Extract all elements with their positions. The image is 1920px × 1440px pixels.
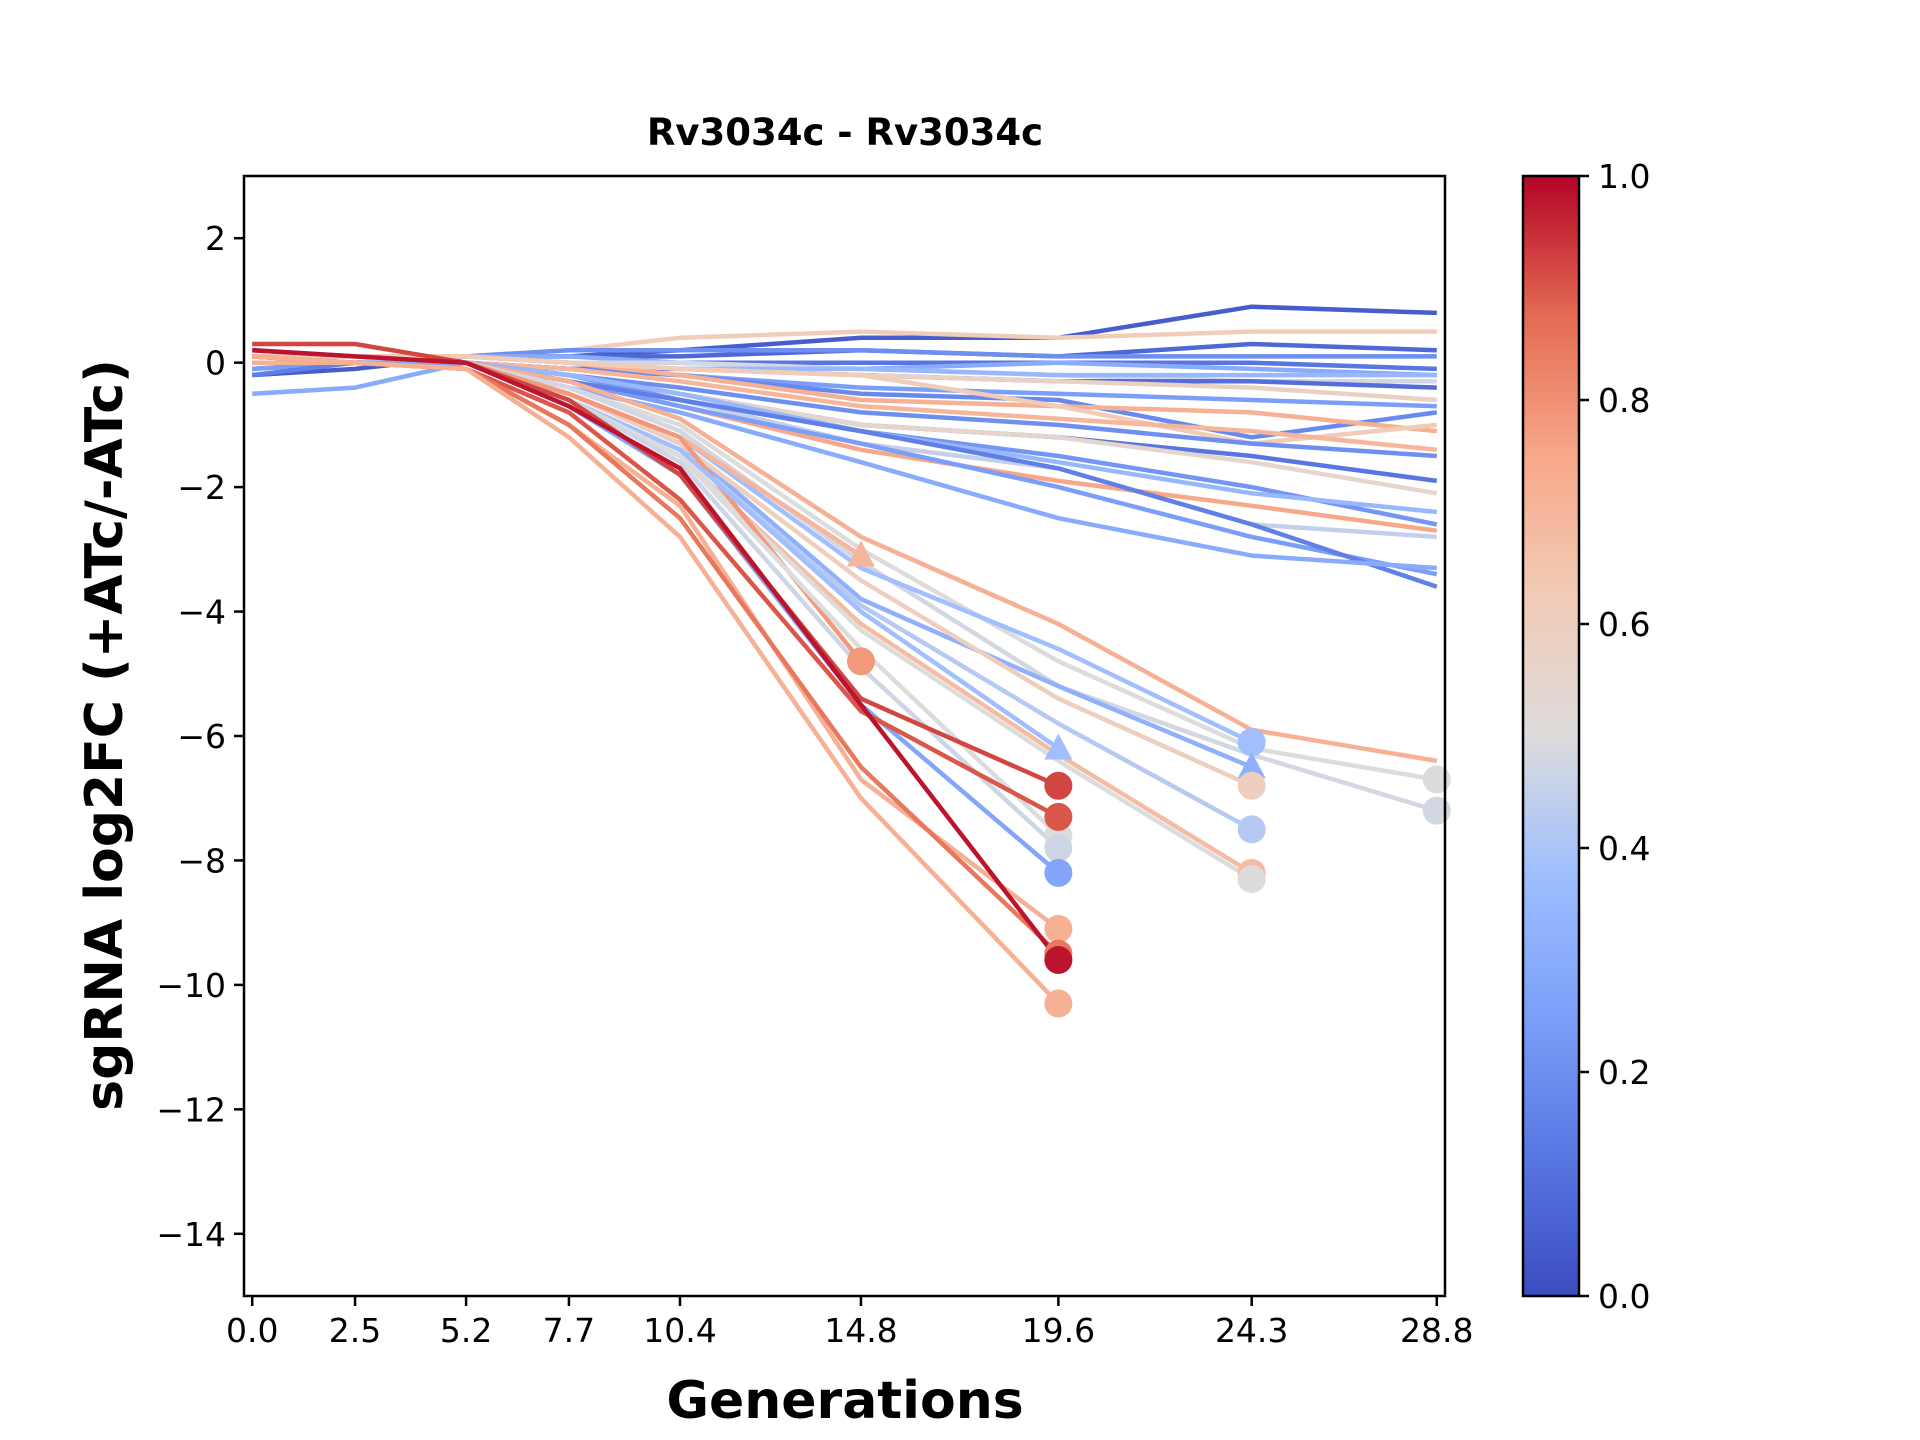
series-line <box>252 360 1437 571</box>
y-tick-label: −2 <box>177 468 226 507</box>
x-axis-label: Generations <box>666 1371 1023 1431</box>
colorbar-axis: 0.0 0.2 0.4 0.6 0.8 1.0 <box>1579 157 1650 1316</box>
endpoint-marker <box>1237 865 1266 894</box>
endpoint-marker <box>1044 946 1073 974</box>
y-tick-label: 0 <box>205 344 226 383</box>
endpoint-marker <box>846 540 875 567</box>
x-tick-label: 0.0 <box>226 1311 278 1350</box>
colorbar-tick-label: 0.8 <box>1598 381 1650 420</box>
plot-area <box>251 304 1438 1006</box>
x-tick-label: 19.6 <box>1022 1311 1095 1350</box>
x-tick-label: 14.8 <box>824 1311 897 1350</box>
y-axis-label: sgRNA log2FC (+ATc/-ATc) <box>75 359 135 1111</box>
x-tick-label: 24.3 <box>1215 1311 1288 1350</box>
endpoint-marker <box>1237 752 1266 779</box>
endpoint-marker <box>1237 815 1266 844</box>
y-tick-label: −14 <box>156 1215 226 1254</box>
y-tick-label: −6 <box>177 717 226 756</box>
x-tick-label: 5.2 <box>440 1311 492 1350</box>
colorbar-tick-label: 1.0 <box>1598 157 1650 196</box>
colorbar-tick-label: 0.4 <box>1598 829 1650 868</box>
x-tick-label: 28.8 <box>1400 1311 1473 1350</box>
endpoint-marker <box>1044 858 1073 887</box>
y-tick-label: −8 <box>177 841 226 880</box>
endpoint-marker <box>1044 914 1073 943</box>
y-axis: 2 0 −2 −4 −6 −8 −10 −12 −14 <box>156 219 244 1254</box>
endpoint-marker <box>1237 728 1266 757</box>
endpoint-marker <box>1044 733 1073 760</box>
endpoint-marker <box>1044 771 1073 800</box>
endpoint-marker <box>1044 834 1073 862</box>
x-tick-label: 2.5 <box>329 1311 381 1350</box>
x-tick-label: 10.4 <box>643 1311 716 1350</box>
endpoint-marker <box>1044 989 1073 1018</box>
endpoint-marker <box>846 647 875 676</box>
endpoint-marker <box>1237 771 1266 800</box>
x-tick-label: 7.7 <box>543 1311 595 1350</box>
end-markers <box>846 540 1451 1018</box>
y-tick-label: −10 <box>156 966 226 1005</box>
endpoint-marker <box>1422 796 1451 825</box>
colorbar-tick-label: 0.6 <box>1598 605 1650 644</box>
colorbar <box>1521 174 1581 1298</box>
colorbar-tick-label: 0.2 <box>1598 1053 1650 1092</box>
colorbar-tick-label: 0.0 <box>1598 1277 1650 1316</box>
x-axis: 0.0 2.5 5.2 7.7 10.4 14.8 19.6 24.3 28.8 <box>226 1296 1474 1350</box>
series-line <box>252 360 1060 850</box>
series-line <box>252 360 1438 782</box>
series-line <box>252 360 1253 788</box>
chart-title: Rv3034c - Rv3034c <box>647 111 1043 154</box>
y-tick-label: 2 <box>205 219 226 258</box>
y-tick-label: −12 <box>156 1090 226 1129</box>
endpoint-marker <box>1422 765 1451 794</box>
series-line <box>252 341 1060 788</box>
y-tick-label: −4 <box>177 593 226 632</box>
endpoint-marker <box>1044 802 1073 831</box>
series-line <box>252 347 1061 962</box>
series-line <box>252 354 1061 1006</box>
